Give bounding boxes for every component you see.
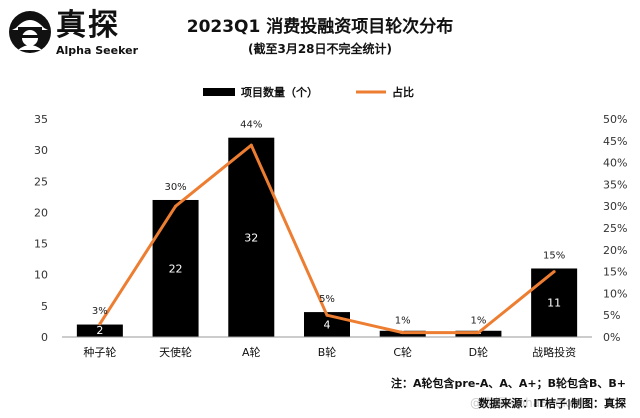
left-tick-label: 5 — [41, 300, 48, 313]
bar — [76, 324, 123, 337]
left-tick-label: 20 — [34, 206, 48, 219]
right-tick-label: 30% — [603, 200, 627, 213]
right-tick-label: 0% — [603, 331, 620, 344]
right-tick-label: 25% — [603, 222, 627, 235]
bar-value-label: 4 — [324, 319, 331, 332]
x-tick-label: 战略投资 — [532, 345, 576, 359]
ratio-point — [249, 143, 253, 147]
ratio-label: 15% — [543, 250, 565, 261]
chart-subtitle: (截至3月28日不完全统计) — [247, 42, 393, 56]
right-tick-label: 40% — [603, 157, 627, 170]
bar-value-label: 1 — [475, 324, 482, 337]
legend-label-line: 占比 — [392, 85, 414, 99]
footnote: 注：A轮包含pre-A、A、A+；B轮包含B、B+ — [391, 377, 626, 390]
x-tick-label: 天使轮 — [159, 345, 192, 359]
right-tick-label: 50% — [603, 113, 627, 126]
ratio-label: 1% — [470, 316, 486, 327]
right-tick-label: 20% — [603, 244, 627, 257]
left-tick-label: 0 — [41, 331, 48, 344]
legend-swatch-bar — [203, 88, 235, 96]
bar-value-label: 22 — [169, 262, 183, 275]
left-tick-label: 30 — [34, 144, 48, 157]
brand-name-en: Alpha Seeker — [56, 44, 138, 57]
bar-value-label: 11 — [547, 297, 561, 310]
right-tick-label: 35% — [603, 178, 627, 191]
ratio-point — [325, 313, 329, 317]
ratio-label: 3% — [92, 306, 108, 317]
left-axis: 0 5 10 15 20 25 30 35 — [34, 113, 48, 344]
brand-name-cn: 真探 — [56, 8, 120, 43]
x-tick-label: A轮 — [242, 345, 261, 359]
bar-value-label: 1 — [399, 324, 406, 337]
right-tick-label: 45% — [603, 135, 627, 148]
watermark: @真探AlphaSeeker — [470, 396, 582, 410]
ratio-label: 5% — [319, 294, 335, 305]
x-tick-label: B轮 — [318, 345, 337, 359]
right-tick-label: 5% — [603, 309, 620, 322]
left-tick-label: 35 — [34, 113, 48, 126]
brand-logo: 真探 Alpha Seeker — [8, 8, 138, 60]
ratio-point — [401, 331, 405, 335]
ratio-label: 44% — [240, 120, 262, 131]
bar — [152, 199, 199, 337]
ratio-point — [98, 322, 102, 326]
source-credit: 数据来源：IT桔子|制图：真探 — [478, 397, 626, 410]
left-tick-label: 10 — [34, 269, 48, 282]
bar — [228, 137, 275, 337]
x-axis: 种子轮 天使轮 A轮 B轮 C轮 D轮 战略投资 — [62, 336, 592, 359]
ratio-point — [476, 331, 480, 335]
ratio-label: 30% — [164, 182, 186, 193]
ratio-label: 1% — [395, 316, 411, 327]
x-tick-label: C轮 — [393, 345, 412, 359]
legend-label-bar: 项目数量（个） — [241, 85, 318, 99]
x-tick-label: D轮 — [469, 345, 488, 359]
right-tick-label: 15% — [603, 266, 627, 279]
detective-icon — [9, 11, 51, 53]
bar — [531, 268, 578, 337]
right-axis: 0% 5% 10% 15% 20% 25% 30% 35% 40% 45% 50% — [603, 113, 627, 344]
line-series: 3% 30% 44% 5% 1% 1% 15% — [92, 120, 565, 335]
legend: 项目数量（个） 占比 — [203, 85, 414, 99]
chart-title: 2023Q1 消费投融资项目轮次分布 — [186, 17, 454, 37]
x-tick-label: 种子轮 — [83, 345, 116, 359]
left-tick-label: 15 — [34, 238, 48, 251]
bar-value-label: 2 — [96, 324, 103, 337]
bar-value-label: 32 — [244, 231, 258, 244]
ratio-point — [174, 204, 178, 208]
right-tick-label: 10% — [603, 287, 627, 300]
ratio-point — [552, 270, 556, 274]
left-tick-label: 25 — [34, 175, 48, 188]
